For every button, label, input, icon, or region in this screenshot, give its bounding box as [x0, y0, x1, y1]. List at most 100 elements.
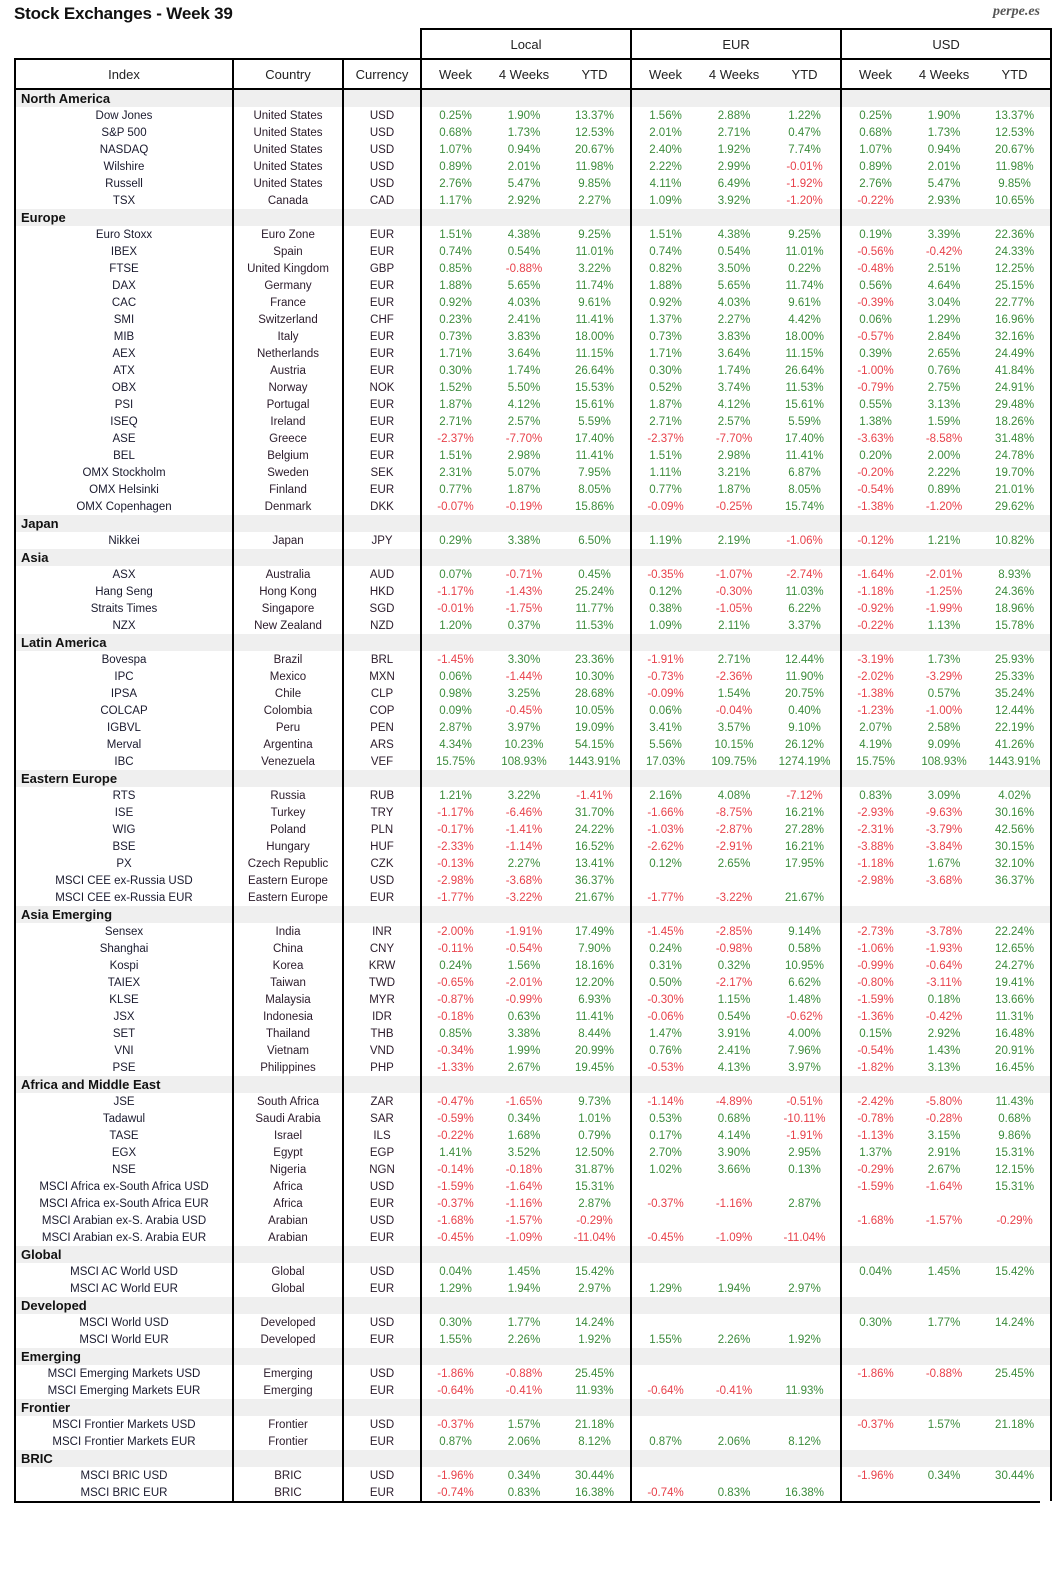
cell-usd-week: 0.68%: [840, 124, 910, 141]
section-spacer-cell: [489, 209, 559, 226]
cell-usd-ytd: 9.86%: [979, 1127, 1053, 1144]
table-row[interactable]: ASX Australia AUD 0.07% -0.71% 0.45% -0.35% -1.…: [14, 566, 1053, 583]
table-row[interactable]: VNI Vietnam VND -0.34% 1.99% 20.99% 0.76% 2.41%…: [14, 1042, 1053, 1059]
cell-usd-4weeks: 2.75%: [909, 379, 980, 396]
table-row[interactable]: MSCI World EUR Developed EUR 1.55% 2.26% 1.92…: [14, 1331, 1053, 1348]
table-row[interactable]: Kospi Korea KRW 0.24% 1.56% 18.16% 0.31% 0.32% 1…: [14, 957, 1053, 974]
cell-local-ytd: 11.41%: [559, 1008, 633, 1025]
table-row[interactable]: BSE Hungary HUF -2.33% -1.14% 16.52% -2.62% -2.…: [14, 838, 1053, 855]
table-row[interactable]: TASE Israel ILS -0.22% 1.68% 0.79% 0.17% 4.14% -…: [14, 1127, 1053, 1144]
table-row[interactable]: PSE Philippines PHP -1.33% 2.67% 19.45% -0.53%…: [14, 1059, 1053, 1076]
table-row[interactable]: ISEQ Ireland EUR 2.71% 2.57% 5.59% 2.71% 2.57% 5…: [14, 413, 1053, 430]
cell-eur-4weeks: 3.50%: [699, 260, 770, 277]
table-row[interactable]: BEL Belgium EUR 1.51% 2.98% 11.41% 1.51% 2.98% 1…: [14, 447, 1053, 464]
table-row[interactable]: MSCI Emerging Markets USD Emerging USD -1.8…: [14, 1365, 1053, 1382]
table-row[interactable]: Wilshire United States USD 0.89% 2.01% 11.98%…: [14, 158, 1053, 175]
cell-usd-week: -2.31%: [840, 821, 910, 838]
table-row[interactable]: PSI Portugal EUR 1.87% 4.12% 15.61% 1.87% 4.12%…: [14, 396, 1053, 413]
table-row[interactable]: MSCI CEE ex-Russia EUR Eastern Europe EUR -…: [14, 889, 1053, 906]
cell-country: BRIC: [232, 1484, 344, 1501]
table-row[interactable]: MSCI Africa ex-South Africa USD Africa USD…: [14, 1178, 1053, 1195]
table-row[interactable]: Sensex India INR -2.00% -1.91% 17.49% -1.45% -2…: [14, 923, 1053, 940]
table-row[interactable]: Euro Stoxx Euro Zone EUR 1.51% 4.38% 9.25% 1.5…: [14, 226, 1053, 243]
cell-currency: EUR: [342, 328, 422, 345]
section-spacer-cell: [699, 770, 770, 787]
cell-eur-ytd: 9.61%: [769, 294, 843, 311]
section-spacer-cell: [630, 1076, 700, 1093]
table-row[interactable]: IPSA Chile CLP 0.98% 3.25% 28.68% -0.09% 1.54% 2…: [14, 685, 1053, 702]
table-row[interactable]: Bovespa Brazil BRL -1.45% 3.30% 23.36% -1.91% 2…: [14, 651, 1053, 668]
table-row[interactable]: MSCI Frontier Markets EUR Frontier EUR 0.87…: [14, 1433, 1053, 1450]
cell-usd-4weeks: 3.15%: [909, 1127, 980, 1144]
table-row[interactable]: PX Czech Republic CZK -0.13% 2.27% 13.41% 0.12…: [14, 855, 1053, 872]
cell-local-ytd: 2.27%: [559, 192, 633, 209]
table-row[interactable]: Tadawul Saudi Arabia SAR -0.59% 0.34% 1.01% 0.…: [14, 1110, 1053, 1127]
table-row[interactable]: SET Thailand THB 0.85% 3.38% 8.44% 1.47% 3.91% 4…: [14, 1025, 1053, 1042]
table-row[interactable]: NASDAQ United States USD 1.07% 0.94% 20.67% 2.…: [14, 141, 1053, 158]
table-row[interactable]: MSCI Arabian ex-S. Arabia USD Arabian USD -…: [14, 1212, 1053, 1229]
cell-local-week: -0.47%: [420, 1093, 489, 1110]
table-row[interactable]: WIG Poland PLN -0.17% -1.41% 24.22% -1.03% -2.8…: [14, 821, 1053, 838]
cell-local-4weeks: 5.07%: [489, 464, 559, 481]
table-row[interactable]: MSCI CEE ex-Russia USD Eastern Europe USD -…: [14, 872, 1053, 889]
table-row[interactable]: RTS Russia RUB 1.21% 3.22% -1.41% 2.16% 4.08% -7…: [14, 787, 1053, 804]
table-row[interactable]: FTSE United Kingdom GBP 0.85% -0.88% 3.22% 0.8…: [14, 260, 1053, 277]
cell-eur-week: 0.12%: [630, 583, 700, 600]
table-row[interactable]: IPC Mexico MXN 0.06% -1.44% 10.30% -0.73% -2.36…: [14, 668, 1053, 685]
table-row[interactable]: JSE South Africa ZAR -0.47% -1.65% 9.73% -1.14…: [14, 1093, 1053, 1110]
table-row[interactable]: MSCI BRIC USD BRIC USD -1.96% 0.34% 30.44% -1.…: [14, 1467, 1053, 1484]
table-row[interactable]: OMX Copenhagen Denmark DKK -0.07% -0.19% 15.8…: [14, 498, 1053, 515]
cell-usd-4weeks: 5.47%: [909, 175, 980, 192]
table-row[interactable]: KLSE Malaysia MYR -0.87% -0.99% 6.93% -0.30% 1.…: [14, 991, 1053, 1008]
table-row[interactable]: TSX Canada CAD 1.17% 2.92% 2.27% 1.09% 3.92% -1.…: [14, 192, 1053, 209]
table-row[interactable]: MSCI Arabian ex-S. Arabia EUR Arabian EUR -…: [14, 1229, 1053, 1246]
cell-local-week: -0.74%: [420, 1484, 489, 1501]
table-row[interactable]: ATX Austria EUR 0.30% 1.74% 26.64% 0.30% 1.74% 2…: [14, 362, 1053, 379]
table-row[interactable]: Shanghai China CNY -0.11% -0.54% 7.90% 0.24% -0…: [14, 940, 1053, 957]
table-row[interactable]: TAIEX Taiwan TWD -0.65% -2.01% 12.20% 0.50% -2.…: [14, 974, 1053, 991]
cell-usd-4weeks: -1.99%: [909, 600, 980, 617]
cell-country: United States: [232, 175, 344, 192]
cell-local-4weeks: 5.65%: [489, 277, 559, 294]
table-row[interactable]: ASE Greece EUR -2.37% -7.70% 17.40% -2.37% -7.7…: [14, 430, 1053, 447]
table-row[interactable]: NSE Nigeria NGN -0.14% -0.18% 31.87% 1.02% 3.66…: [14, 1161, 1053, 1178]
table-row[interactable]: MSCI World USD Developed USD 0.30% 1.77% 14.2…: [14, 1314, 1053, 1331]
table-row[interactable]: NZX New Zealand NZD 1.20% 0.37% 11.53% 1.09% 2.…: [14, 617, 1053, 634]
table-row[interactable]: IBEX Spain EUR 0.74% 0.54% 11.01% 0.74% 0.54% 11…: [14, 243, 1053, 260]
table-row[interactable]: MSCI Frontier Markets USD Frontier USD -0.3…: [14, 1416, 1053, 1433]
table-row[interactable]: OMX Stockholm Sweden SEK 2.31% 5.07% 7.95% 1.1…: [14, 464, 1053, 481]
table-row[interactable]: AEX Netherlands EUR 1.71% 3.64% 11.15% 1.71% 3.…: [14, 345, 1053, 362]
table-row[interactable]: MSCI BRIC EUR BRIC EUR -0.74% 0.83% 16.38% -0.…: [14, 1484, 1053, 1501]
table-row[interactable]: OBX Norway NOK 1.52% 5.50% 15.53% 0.52% 3.74% 11…: [14, 379, 1053, 396]
table-row[interactable]: DAX Germany EUR 1.88% 5.65% 11.74% 1.88% 5.65% 1…: [14, 277, 1053, 294]
table-row[interactable]: Nikkei Japan JPY 0.29% 3.38% 6.50% 1.19% 2.19% -…: [14, 532, 1053, 549]
cell-country: Developed: [232, 1314, 344, 1331]
cell-local-ytd: 9.61%: [559, 294, 633, 311]
cell-eur-week: 1.09%: [630, 192, 700, 209]
table-row[interactable]: MSCI Africa ex-South Africa EUR Africa EUR…: [14, 1195, 1053, 1212]
table-row[interactable]: Dow Jones United States USD 0.25% 1.90% 13.37…: [14, 107, 1053, 124]
table-row[interactable]: MSCI AC World USD Global USD 0.04% 1.45% 15.4…: [14, 1263, 1053, 1280]
cell-eur-4weeks: -1.07%: [699, 566, 770, 583]
table-row[interactable]: COLCAP Colombia COP 0.09% -0.45% 10.05% 0.06% -…: [14, 702, 1053, 719]
table-row[interactable]: EGX Egypt EGP 1.41% 3.52% 12.50% 2.70% 3.90% 2.9…: [14, 1144, 1053, 1161]
cell-currency: NOK: [342, 379, 422, 396]
table-row[interactable]: SMI Switzerland CHF 0.23% 2.41% 11.41% 1.37% 2.…: [14, 311, 1053, 328]
table-row[interactable]: MSCI AC World EUR Global EUR 1.29% 1.94% 2.97…: [14, 1280, 1053, 1297]
table-row[interactable]: Russell United States USD 2.76% 5.47% 9.85% 4.…: [14, 175, 1053, 192]
table-row[interactable]: CAC France EUR 0.92% 4.03% 9.61% 0.92% 4.03% 9.6…: [14, 294, 1053, 311]
table-row[interactable]: S&P 500 United States USD 0.68% 1.73% 12.53% 2…: [14, 124, 1053, 141]
cell-local-week: 2.87%: [420, 719, 489, 736]
table-row[interactable]: IBC Venezuela VEF 15.75% 108.93% 1443.91% 17.0…: [14, 753, 1053, 770]
table-row[interactable]: MSCI Emerging Markets EUR Emerging EUR -0.6…: [14, 1382, 1053, 1399]
cell-index: Wilshire: [14, 158, 234, 175]
table-row[interactable]: OMX Helsinki Finland EUR 0.77% 1.87% 8.05% 0.7…: [14, 481, 1053, 498]
cell-eur-week: -0.37%: [630, 1195, 700, 1212]
table-row[interactable]: Hang Seng Hong Kong HKD -1.17% -1.43% 25.24% 0…: [14, 583, 1053, 600]
table-row[interactable]: JSX Indonesia IDR -0.18% 0.63% 11.41% -0.06% 0.…: [14, 1008, 1053, 1025]
table-row[interactable]: Straits Times Singapore SGD -0.01% -1.75% 11.…: [14, 600, 1053, 617]
table-row[interactable]: IGBVL Peru PEN 2.87% 3.97% 19.09% 3.41% 3.57% 9.…: [14, 719, 1053, 736]
table-row[interactable]: MIB Italy EUR 0.73% 3.83% 18.00% 0.73% 3.83% 18.…: [14, 328, 1053, 345]
table-row[interactable]: Merval Argentina ARS 4.34% 10.23% 54.15% 5.56%…: [14, 736, 1053, 753]
table-row[interactable]: ISE Turkey TRY -1.17% -6.46% 31.70% -1.66% -8.7…: [14, 804, 1053, 821]
